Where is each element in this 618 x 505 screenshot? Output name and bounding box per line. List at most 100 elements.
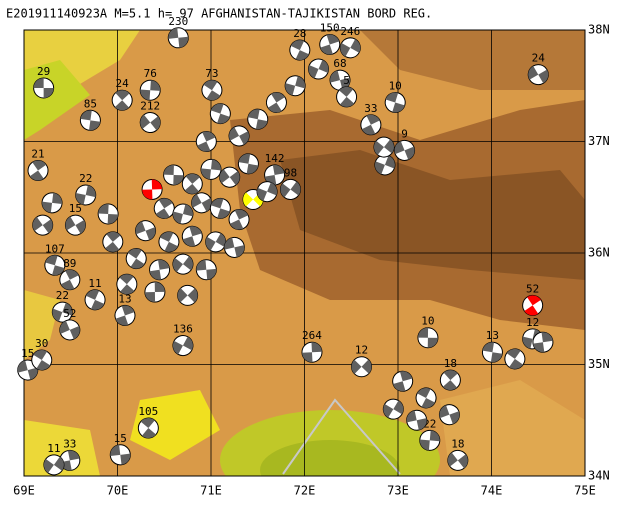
beachball <box>31 349 53 371</box>
event-label: 24 <box>116 77 130 90</box>
beachball-quadrant <box>383 400 404 418</box>
beachball-quadrant <box>197 131 216 152</box>
beachball-quadrant <box>229 209 249 230</box>
beachball-quadrant <box>506 348 524 369</box>
beachball <box>144 281 166 303</box>
beachball-quadrant <box>196 259 217 280</box>
event-label: 18 <box>451 437 464 450</box>
beachball-quadrant <box>52 302 73 322</box>
beachball <box>209 103 231 125</box>
beachball <box>141 178 163 200</box>
beachball-quadrant <box>419 430 440 451</box>
event-label: 150 <box>320 21 340 34</box>
beachball <box>163 164 185 186</box>
beachball-quadrant <box>247 109 268 130</box>
lat-label: 38N <box>588 23 610 37</box>
beachball <box>172 253 194 275</box>
beachball-quadrant <box>43 456 64 473</box>
map-frame <box>23 29 586 477</box>
beachball <box>195 259 217 281</box>
beachball-quadrant <box>98 203 119 224</box>
beachball-quadrant <box>210 198 230 219</box>
beachball-quadrant <box>33 77 54 98</box>
beachball-quadrant <box>177 288 198 303</box>
beachball-quadrant <box>524 295 541 316</box>
beachball-quadrant <box>301 342 322 363</box>
beachball <box>447 449 469 471</box>
beachball <box>64 214 86 236</box>
lon-label: 74E <box>481 484 503 498</box>
event-label: 10 <box>389 79 402 92</box>
event-label: 33 <box>63 437 76 450</box>
beachball-quadrant <box>308 59 329 79</box>
beachball <box>59 449 81 471</box>
beachball <box>200 158 222 180</box>
event-label: 76 <box>144 67 157 80</box>
beachball <box>201 79 223 101</box>
event-label: 24 <box>532 52 546 65</box>
beachball <box>223 236 245 258</box>
beachball <box>59 319 81 341</box>
beachball-quadrant <box>140 418 157 439</box>
beachball-quadrant <box>135 221 156 241</box>
beachball-quadrant <box>45 255 65 276</box>
beachball <box>181 225 203 247</box>
beachball <box>135 220 157 242</box>
beachball-quadrant <box>393 371 413 392</box>
beachball-quadrant <box>85 289 105 310</box>
event-label: 33 <box>364 102 377 115</box>
beachball <box>228 209 250 231</box>
event-label: 28 <box>293 27 306 40</box>
beachball-quadrant <box>385 92 405 113</box>
beachball <box>336 86 358 108</box>
lon-label: 75E <box>574 484 596 498</box>
events: 2924762128521221510789225211131361530331… <box>17 15 554 476</box>
beachball <box>181 173 203 195</box>
beachball-quadrant <box>264 164 285 185</box>
beachball <box>109 444 131 466</box>
beachball <box>219 166 241 188</box>
beachball-quadrant <box>394 141 415 160</box>
beachball-quadrant <box>320 34 340 55</box>
beachball-quadrant <box>257 182 278 201</box>
beachball <box>301 341 323 363</box>
beachball-quadrant <box>142 179 163 200</box>
beachball-quadrant <box>184 173 200 194</box>
beachball-quadrant <box>417 387 435 408</box>
beachball-quadrant <box>330 70 351 90</box>
beachball <box>256 181 278 203</box>
beachball <box>438 404 460 426</box>
beachball <box>351 356 373 378</box>
beachball <box>43 454 65 476</box>
event-label: 212 <box>140 100 160 113</box>
beachball-quadrant <box>224 237 245 258</box>
beachball-quadrant <box>172 336 193 355</box>
beachball-quadrant <box>114 90 130 111</box>
beachball <box>384 91 406 113</box>
lon-label: 73E <box>387 484 409 498</box>
beachball-quadrant <box>406 410 427 431</box>
event-label: 18 <box>444 357 457 370</box>
beachball <box>51 301 73 323</box>
beachball <box>527 64 549 86</box>
event-label: 98 <box>284 166 297 179</box>
beachball-quadrant <box>182 226 202 247</box>
beachball <box>504 348 526 370</box>
beachball-quadrant <box>119 274 135 295</box>
event-label: 13 <box>118 292 131 305</box>
event-label: 29 <box>37 65 50 78</box>
beachball <box>481 341 503 363</box>
event-label: 15 <box>114 432 127 445</box>
event-label: 105 <box>138 405 158 418</box>
beachball-quadrant <box>60 269 79 290</box>
beachball <box>382 398 404 420</box>
event-label: 142 <box>265 152 285 165</box>
beachball <box>329 69 351 91</box>
beachball-quadrant <box>172 204 193 224</box>
beachball-quadrant <box>110 444 131 465</box>
beachball <box>139 112 161 134</box>
beachball <box>417 327 439 349</box>
beachball <box>172 335 194 357</box>
beachball <box>114 304 136 326</box>
